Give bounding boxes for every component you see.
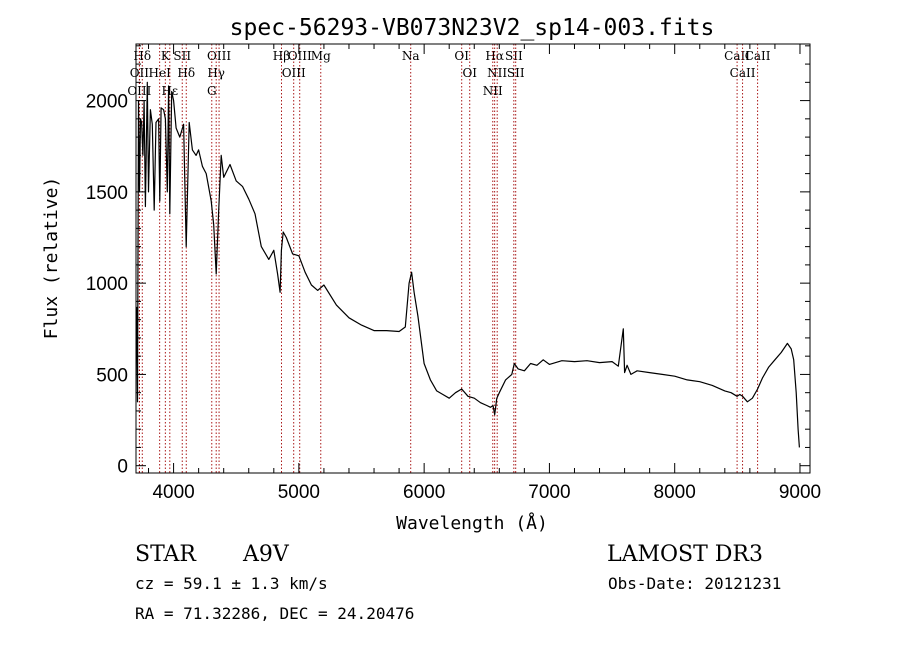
x-axis-label: Wavelength (Å) [396,512,548,534]
spectral-class: A9V [242,542,290,567]
line-marker-label: Mg [311,49,331,63]
x-tick-label: 4000 [152,482,194,503]
line-marker-label: Hδ [177,66,195,80]
survey-name: LAMOST DR3 [607,542,763,567]
line-marker-label: NII [483,84,503,98]
line-marker-label: CaII [724,49,750,63]
line-marker-label: HeI [149,66,172,80]
line-marker-label: Hβ [273,49,290,63]
x-tick-label: 7000 [528,482,570,503]
x-tick-label: 9000 [779,482,821,503]
y-tick-label: 1000 [86,274,128,295]
x-tick-label: 6000 [403,482,445,503]
y-tick-label: 1500 [86,183,128,204]
y-tick-label: 2000 [86,92,128,113]
line-marker-label: Na [402,49,420,63]
line-marker-label: OI [462,66,477,80]
x-tick-label: 5000 [278,482,320,503]
line-marker-label: CaII [745,49,771,63]
line-marker-label: NII [487,66,507,80]
line-marker-label: OIII [282,66,306,80]
line-marker-label: Hα [485,49,504,63]
spectrum-line [136,81,800,448]
line-marker-label: OIII [127,84,151,98]
y-axis-label: Flux (relative) [41,177,62,340]
coordinates: RA = 71.32286, DEC = 24.20476 [135,604,414,623]
plot-frame [135,43,811,474]
spectrum-series [136,81,800,448]
line-marker-label: OIII [207,49,231,63]
plot-axes: 4000 5000 6000 7000 8000 9000 0 500 1000 1500 2000 [86,43,821,503]
line-marker-label: Hδ [133,49,151,63]
x-tick-label: 8000 [654,482,696,503]
line-marker-label: CaII [730,66,756,80]
line-marker-label: SII [507,66,525,80]
line-marker-label: Hγ [207,66,225,80]
redshift-value: cz = 59.1 ± 1.3 km/s [135,574,328,593]
line-marker-label: OIII [288,49,312,63]
chart-title: spec-56293-VB073N23V2_sp14-003.fits [230,15,715,41]
line-marker-label: G [207,84,217,98]
obs-date: Obs-Date: 20121231 [608,574,781,593]
y-tick-label: 500 [96,365,128,386]
line-marker-label: SII [173,49,191,63]
line-marker-label: Hε [161,84,178,98]
line-marker-label: OI [454,49,469,63]
line-marker-label: SII [505,49,523,63]
y-tick-label: 0 [117,457,128,478]
line-marker-label: K [161,49,171,63]
object-type: STAR [135,542,197,567]
